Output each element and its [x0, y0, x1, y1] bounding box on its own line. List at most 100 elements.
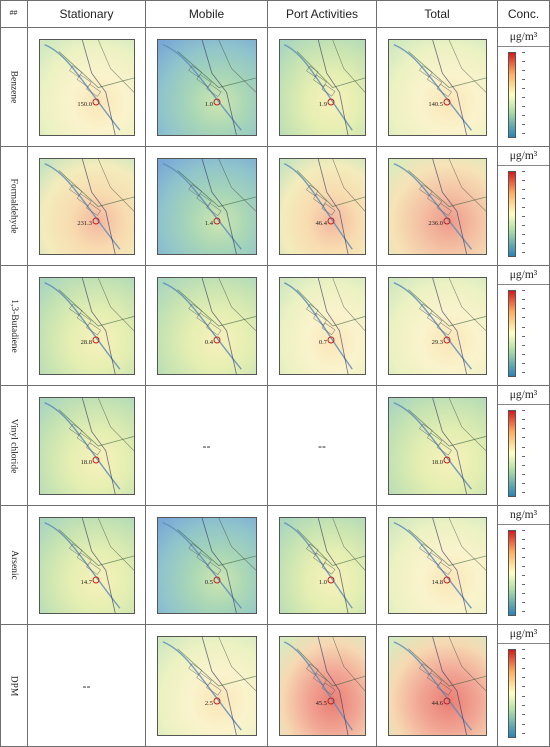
pollutant-name: Vinyl chloride: [8, 418, 19, 473]
max-location-marker: [443, 576, 451, 584]
map-cell: 44.6: [377, 625, 498, 747]
map-cell: 2.5: [146, 625, 268, 747]
road: [317, 637, 349, 735]
road: [58, 170, 134, 207]
concentration-map: 14.7: [39, 517, 135, 614]
coastline: [283, 641, 353, 731]
max-location-marker: [327, 697, 335, 705]
facility-outlines: [69, 184, 101, 216]
concentration-map: 231.3: [39, 158, 135, 255]
facility-outlines: [306, 543, 336, 575]
max-location-marker: [443, 98, 451, 106]
road: [448, 518, 486, 571]
max-concentration-label: 28.8: [81, 339, 92, 346]
max-location-marker: [92, 336, 100, 344]
map-cell: 0.5: [146, 506, 268, 625]
map-cell: 14.7: [28, 506, 146, 625]
road: [317, 159, 349, 254]
max-location-marker: [92, 576, 100, 584]
coastline: [283, 282, 353, 370]
facility-outlines: [306, 184, 336, 216]
facility-outlines: [419, 663, 452, 696]
map-cell: 1.0: [268, 506, 377, 625]
max-concentration-label: 1.0: [319, 579, 327, 586]
max-concentration-label: 236.0: [428, 220, 443, 227]
facility-outlines: [188, 543, 222, 575]
no-data-dash: --: [82, 678, 91, 693]
road: [81, 398, 116, 494]
concentration-map: 0.7: [279, 277, 366, 375]
legend-cell: ng/m³: [498, 506, 550, 625]
concentration-map: 1.9: [279, 39, 366, 136]
coastline: [283, 44, 353, 131]
concentration-map: 140.5: [388, 39, 487, 136]
facility-outlines: [69, 303, 101, 336]
max-location-marker: [327, 217, 335, 225]
map-cell: 29.3: [377, 266, 498, 386]
road: [408, 51, 486, 88]
facility-outlines: [419, 303, 452, 336]
column-header-port-activities: Port Activities: [268, 0, 377, 28]
color-scale-bar: [508, 171, 516, 257]
concentration-map: 1.0: [157, 39, 257, 136]
map-cell: 1.0: [146, 28, 268, 147]
max-location-marker: [92, 456, 100, 464]
road: [408, 170, 486, 207]
road: [58, 51, 134, 88]
concentration-map: 2.5: [157, 636, 257, 736]
max-concentration-label: 14.8: [432, 579, 443, 586]
scale-ticks: [522, 171, 534, 257]
concentration-map: 29.3: [388, 277, 487, 375]
pollutant-name: Formaldehyde: [8, 178, 19, 234]
coastline: [44, 44, 121, 131]
road: [201, 637, 237, 735]
color-scale-bar: [508, 649, 516, 738]
coastline: [283, 522, 353, 609]
road: [448, 637, 486, 692]
road: [448, 398, 486, 452]
road: [448, 159, 486, 212]
column-header-conc: Conc.: [498, 0, 550, 28]
road: [201, 278, 237, 374]
road: [81, 159, 116, 254]
map-cell: --: [146, 386, 268, 506]
max-concentration-label: 140.5: [428, 101, 443, 108]
facility-outlines: [419, 543, 452, 575]
map-cell: 14.8: [377, 506, 498, 625]
unit-label: μg/m³: [498, 266, 549, 285]
concentration-map: 46.4: [279, 158, 366, 255]
road: [98, 398, 134, 452]
road: [432, 518, 467, 613]
road: [296, 529, 365, 566]
concentration-map: 150.0: [39, 39, 135, 136]
coastline: [162, 522, 242, 609]
no-data-dash: --: [318, 438, 326, 453]
max-concentration-label: 1.9: [319, 101, 327, 108]
max-concentration-label: 18.0: [432, 459, 443, 466]
max-location-marker: [327, 576, 335, 584]
max-location-marker: [327, 98, 335, 106]
road: [218, 518, 256, 571]
facility-outlines: [419, 423, 452, 456]
facility-outlines: [306, 663, 336, 696]
concentration-map: 1.0: [279, 517, 366, 614]
road: [432, 398, 467, 494]
road: [98, 278, 134, 332]
max-location-marker: [213, 576, 221, 584]
row-label-arsenic: Arsenic: [0, 506, 28, 625]
max-location-marker: [327, 336, 335, 344]
coastline: [393, 522, 472, 609]
max-concentration-label: 0.7: [319, 339, 328, 346]
facility-outlines: [188, 303, 222, 336]
pollutant-name: Benzene: [8, 70, 19, 104]
max-location-marker: [443, 456, 451, 464]
concentration-map: 18.0: [39, 397, 135, 495]
road: [408, 529, 486, 566]
max-location-marker: [213, 98, 221, 106]
road: [201, 518, 237, 613]
facility-outlines: [419, 65, 452, 97]
max-location-marker: [92, 98, 100, 106]
max-concentration-label: 2.5: [205, 700, 213, 707]
column-header-stationary: Stationary: [28, 0, 146, 28]
